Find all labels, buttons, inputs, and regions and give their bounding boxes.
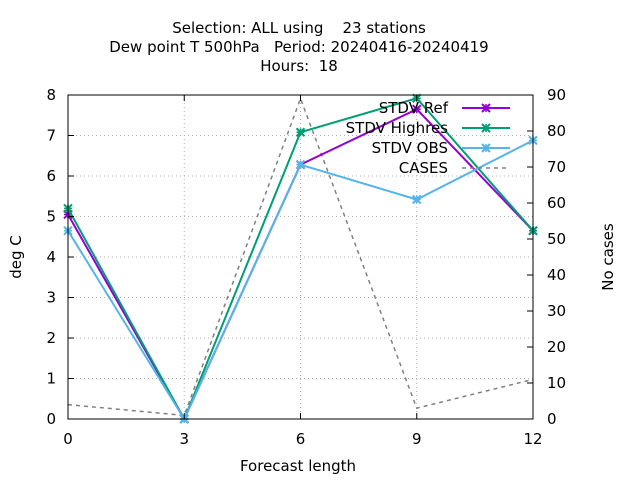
series-cases	[67, 96, 534, 417]
series-stdv-obs	[63, 135, 538, 424]
legend-label: STDV OBS	[372, 139, 448, 157]
y2-tick-label: 80	[547, 122, 566, 140]
y2-tick-label: 20	[547, 338, 566, 356]
data-point-stdv-ref	[412, 104, 422, 114]
y2-tick-label: 30	[547, 302, 566, 320]
legend-marker	[481, 143, 491, 153]
y-tick-label: 1	[46, 370, 56, 388]
y2-tick-label: 0	[547, 410, 557, 428]
y2-axis-label: No cases	[599, 223, 617, 291]
series-line-cases	[67, 96, 534, 417]
legend: STDV Ref STDV Highres STDV OBS CASES	[346, 99, 510, 177]
x-tick-label: 0	[63, 430, 73, 448]
x-tick-label: 6	[296, 430, 306, 448]
title-line-2: Dew point T 500hPa Period: 20240416-2024…	[109, 38, 488, 56]
legend-item-stdv-highres: STDV Highres	[346, 119, 510, 137]
x-tick-label: 3	[179, 430, 189, 448]
y-tick-label: 3	[46, 289, 56, 307]
data-point-stdv-obs	[295, 159, 306, 170]
legend-label: CASES	[399, 159, 448, 177]
legend-label: STDV Ref	[379, 99, 449, 117]
y2-tick-label: 50	[547, 230, 566, 248]
x-tick-label: 9	[412, 430, 422, 448]
legend-marker	[481, 123, 491, 133]
y-tick-label: 2	[46, 329, 56, 347]
y-tick-label: 6	[46, 167, 56, 185]
y-axis-label: deg C	[7, 235, 25, 279]
legend-item-stdv-ref: STDV Ref	[379, 99, 510, 117]
y-tick-label: 4	[46, 248, 56, 266]
y-tick-label: 8	[46, 86, 56, 104]
chart-title: Selection: ALL using 23 stations Dew poi…	[109, 19, 488, 75]
data-point-stdv-highres	[295, 127, 306, 137]
title-line-1: Selection: ALL using 23 stations	[172, 19, 426, 37]
y2-tick-label: 40	[547, 266, 566, 284]
y2-tick-label: 10	[547, 374, 566, 392]
x-tick-label: 12	[523, 430, 542, 448]
grid	[68, 95, 533, 419]
y2-tick-label: 70	[547, 158, 566, 176]
data-point-stdv-obs	[412, 194, 422, 205]
y-tick-label: 7	[46, 127, 56, 145]
legend-item-cases: CASES	[399, 159, 510, 177]
y-tick-label: 5	[46, 208, 56, 226]
y2-tick-label: 90	[547, 86, 566, 104]
x-axis-label: Forecast length	[240, 457, 356, 475]
y-tick-label: 0	[46, 410, 56, 428]
legend-marker	[481, 103, 491, 113]
legend-label: STDV Highres	[346, 119, 449, 137]
series-line-stdv-highres	[67, 97, 534, 422]
title-line-3: Hours: 18	[260, 57, 338, 75]
y2-tick-label: 60	[547, 194, 566, 212]
legend-item-stdv-obs: STDV OBS	[372, 139, 510, 157]
